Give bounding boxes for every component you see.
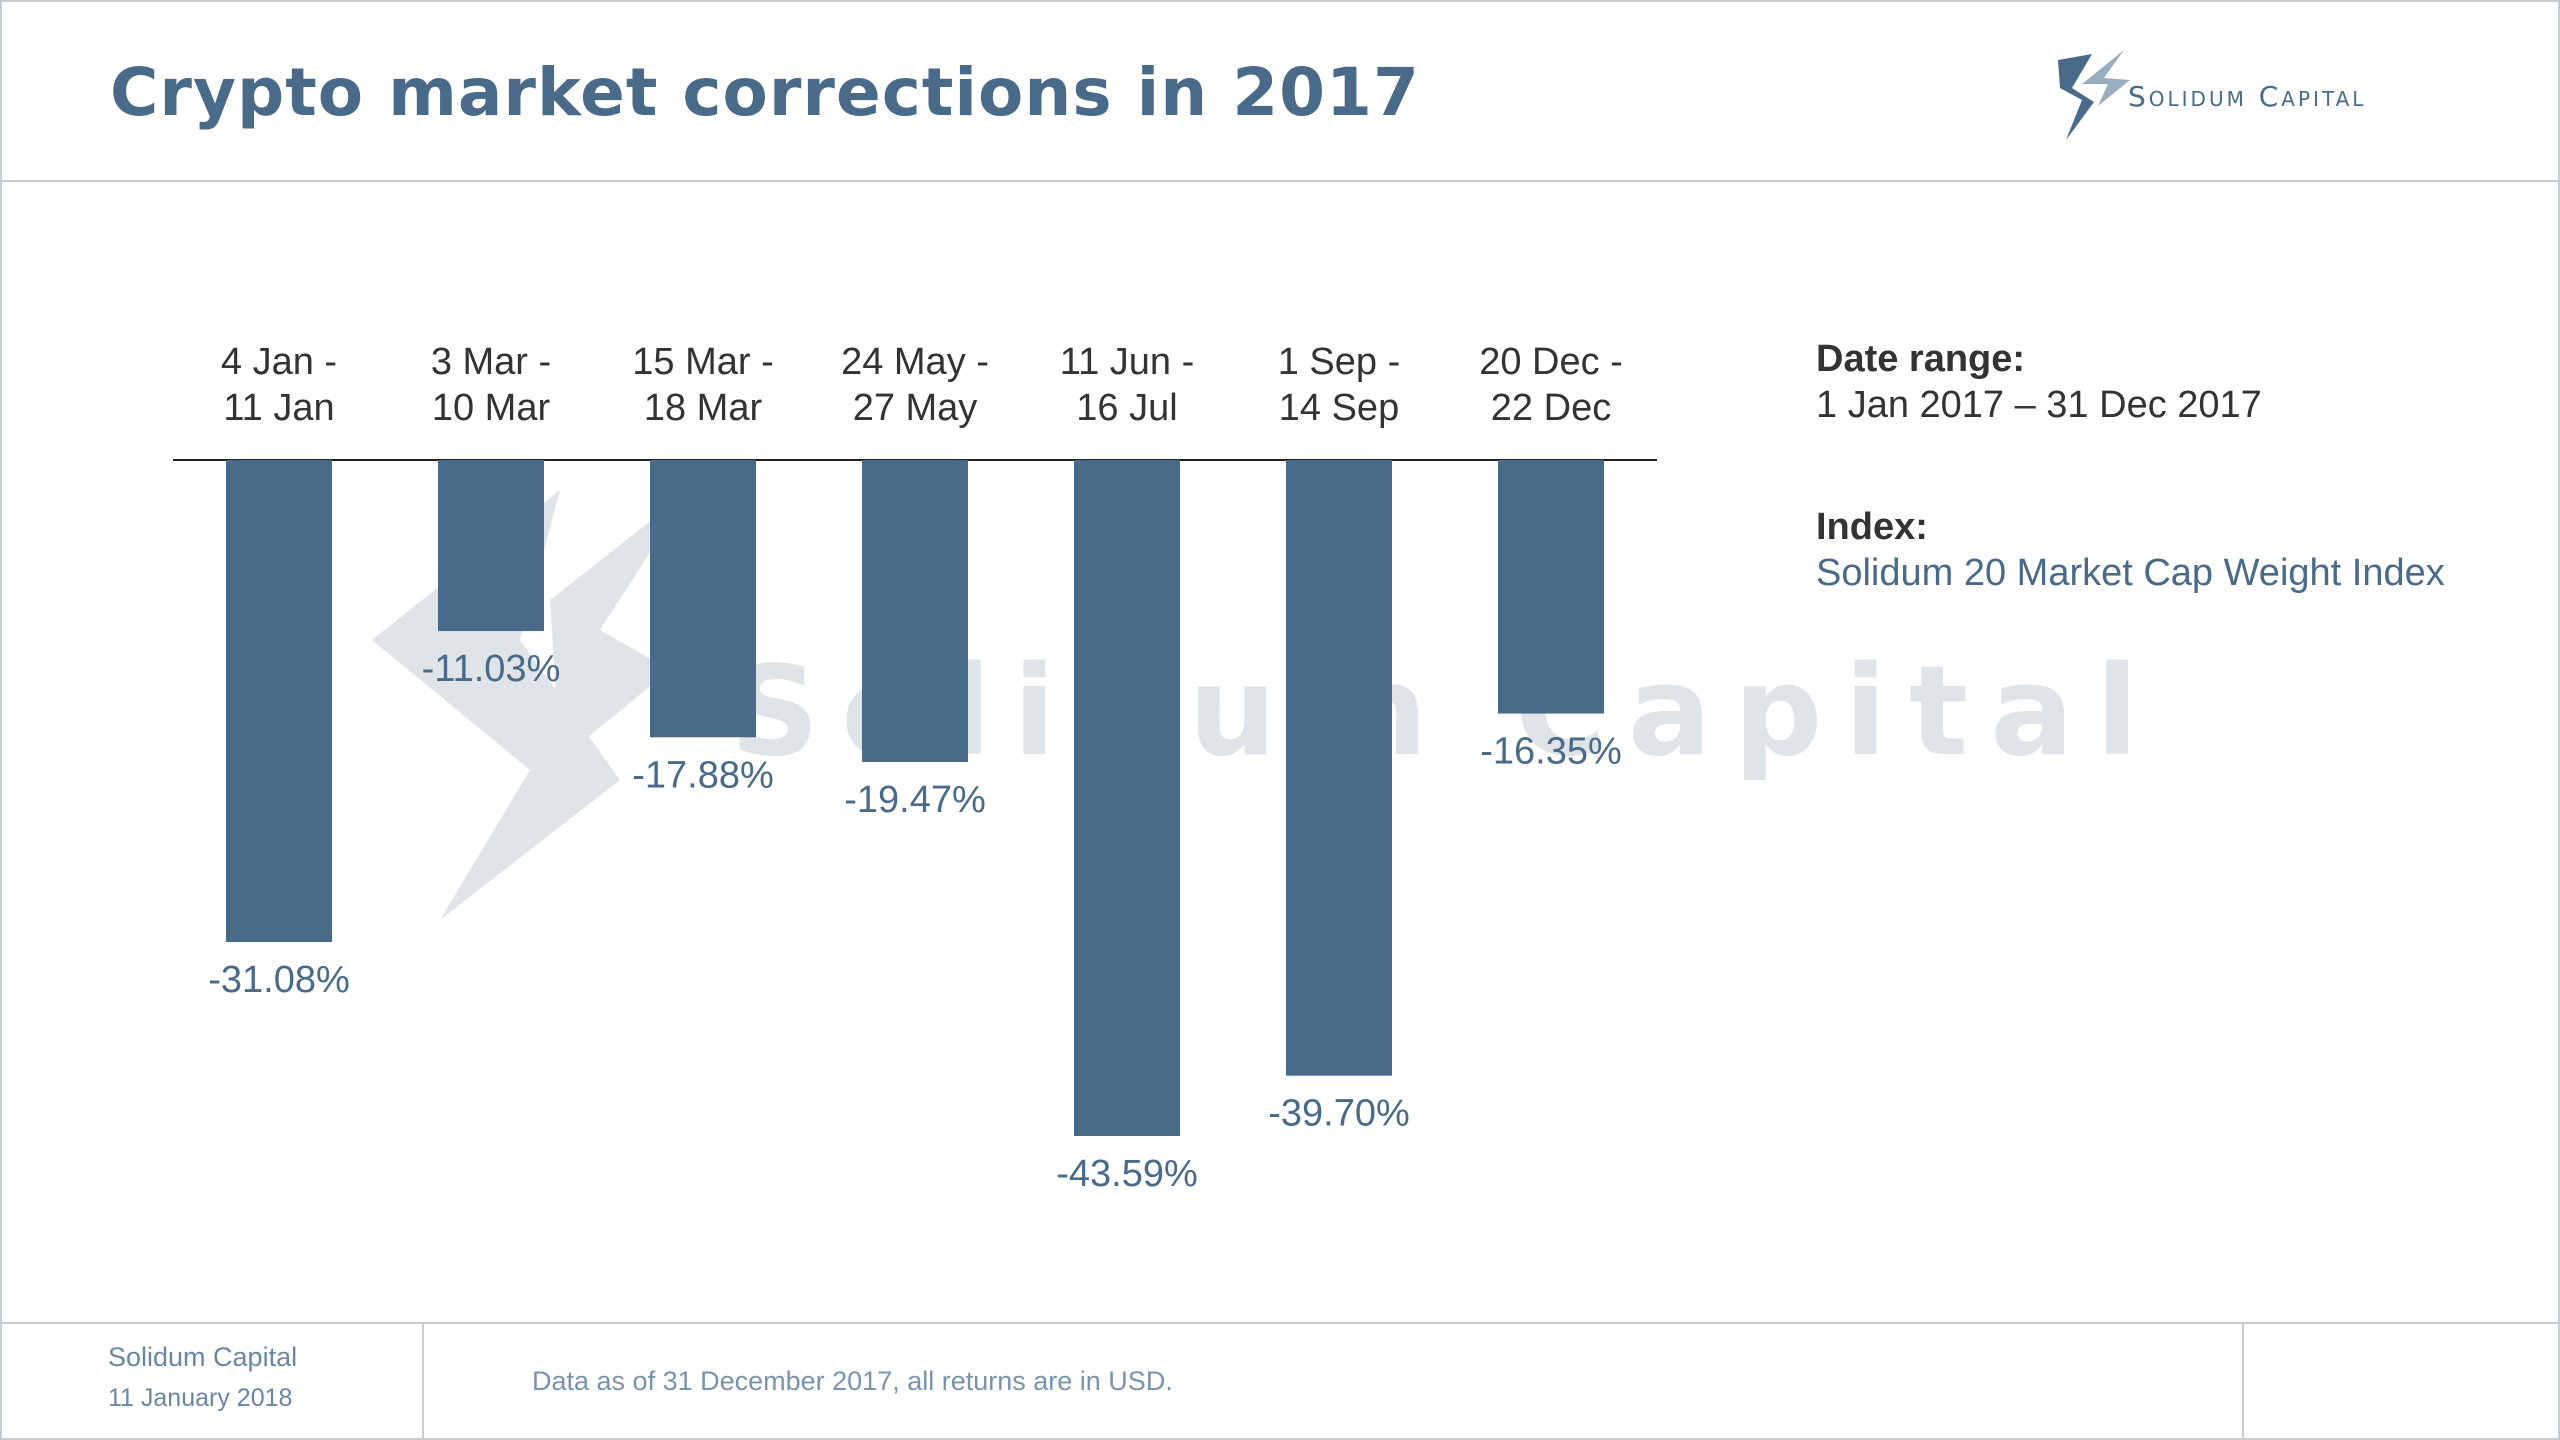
chart-info-panel: Date range: 1 Jan 2017 – 31 Dec 2017 Ind… [1816, 336, 2516, 672]
footer-page-box [2242, 1324, 2560, 1440]
chart-category-label-7-line-1: 20 Dec - [1479, 341, 1623, 383]
chart-category-label-7-line-2: 22 Dec [1491, 387, 1611, 429]
chart-bar-7 [1498, 460, 1604, 714]
slide-header: Crypto market corrections in 2017 Solidu… [2, 2, 2558, 182]
chart-category-label-1-line-2: 11 Jan [223, 387, 334, 429]
slide-footer: Solidum Capital 11 January 2018 Data as … [2, 1322, 2558, 1440]
chart-category-label-5-line-2: 16 Jul [1076, 387, 1177, 429]
chart-category-label-3-line-2: 18 Mar [644, 387, 763, 429]
brand-name: Solidum Capital [2128, 80, 2367, 113]
chart-data-label-3: -17.88% [632, 754, 774, 796]
chart-bar-3 [650, 460, 756, 738]
logo-mark-icon [2058, 50, 2130, 140]
date-range-value: 1 Jan 2017 – 31 Dec 2017 [1816, 384, 2262, 426]
chart-category-label-5-line-1: 11 Jun - [1060, 341, 1194, 383]
chart-data-label-2: -11.03% [422, 648, 561, 690]
chart-category-label-3-line-1: 15 Mar - [632, 341, 773, 383]
chart-category-label-4-line-2: 27 May [853, 387, 978, 429]
chart-category-label-4-line-1: 24 May - [841, 341, 989, 383]
chart-category-label-6-line-1: 1 Sep - [1278, 341, 1401, 383]
footer-company: Solidum Capital [108, 1342, 298, 1372]
footer-date: 11 January 2018 [108, 1384, 293, 1412]
chart-bar-6 [1286, 460, 1392, 1076]
footer-note: Data as of 31 December 2017, all returns… [532, 1366, 1173, 1396]
chart-data-label-6: -39.70% [1268, 1093, 1410, 1135]
index-label: Index: [1816, 506, 1928, 548]
page-title: Crypto market corrections in 2017 [110, 54, 1420, 131]
footer-meta: Solidum Capital 11 January 2018 [2, 1324, 424, 1440]
brand-logo: Solidum Capital [2052, 50, 2452, 142]
chart-category-label-1-line-1: 4 Jan - [221, 341, 337, 383]
corrections-chart: 4 Jan -11 Jan -31.08% 3 Mar -10 Mar -11.03%… [0, 180, 1700, 1320]
chart-data-label-1: -31.08% [208, 959, 350, 1001]
index-value: Solidum 20 Market Cap Weight Index [1816, 552, 2445, 594]
index-block: Index: Solidum 20 Market Cap Weight Inde… [1816, 504, 2516, 596]
chart-data-label-5: -43.59% [1056, 1153, 1198, 1195]
chart-bar-5 [1074, 460, 1180, 1136]
chart-data-label-7: -16.35% [1480, 731, 1622, 773]
watermark-mark-icon [372, 490, 690, 920]
chart-bar-4 [862, 460, 968, 762]
date-range-block: Date range: 1 Jan 2017 – 31 Dec 2017 [1816, 336, 2516, 428]
date-range-label: Date range: [1816, 338, 2026, 380]
chart-bar-2 [438, 460, 544, 632]
chart-category-label-2-line-2: 10 Mar [432, 387, 551, 429]
chart-category-label-6-line-2: 14 Sep [1279, 387, 1399, 429]
chart-svg: 4 Jan -11 Jan -31.08% 3 Mar -10 Mar -11.03%… [173, 341, 1657, 1195]
chart-category-label-2-line-1: 3 Mar - [431, 341, 551, 383]
chart-data-label-4: -19.47% [844, 779, 986, 821]
chart-bar-1 [226, 460, 332, 942]
